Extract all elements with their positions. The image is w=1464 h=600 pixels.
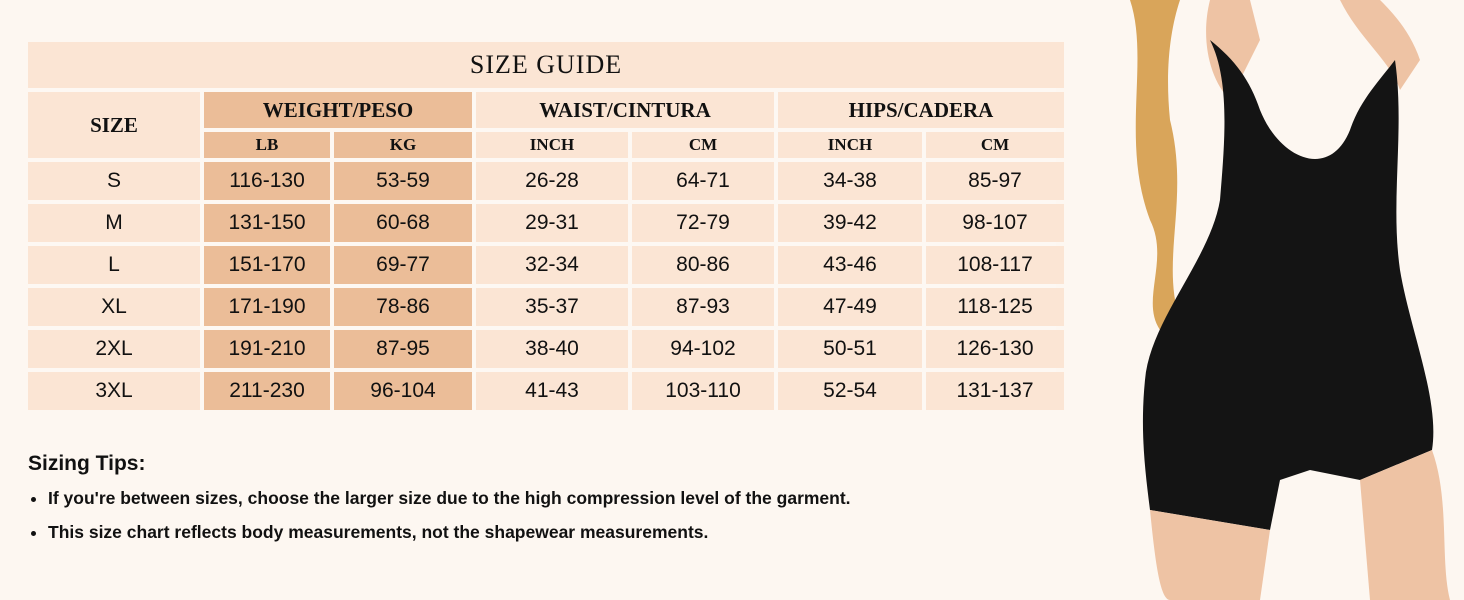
table-cell: 103-110: [632, 372, 774, 410]
table-cell: 171-190: [204, 288, 330, 326]
skin-arms: [1206, 0, 1420, 100]
table-cell: 211-230: [204, 372, 330, 410]
table-cell: 87-93: [632, 288, 774, 326]
table-cell: 131-137: [926, 372, 1064, 410]
subheader-waist-inch: INCH: [476, 132, 628, 158]
table-cell: 26-28: [476, 162, 628, 200]
table-cell: 85-97: [926, 162, 1064, 200]
hips-header: HIPS/CADERA: [778, 92, 1064, 128]
table-cell: 38-40: [476, 330, 628, 368]
table-cell: 96-104: [334, 372, 472, 410]
hair: [1130, 0, 1180, 330]
table-cell: 64-71: [632, 162, 774, 200]
size-label: M: [28, 204, 200, 242]
tips-title: Sizing Tips:: [28, 452, 146, 475]
table-cell: 53-59: [334, 162, 472, 200]
table-cell: 41-43: [476, 372, 628, 410]
size-label: 3XL: [28, 372, 200, 410]
table-cell: 35-37: [476, 288, 628, 326]
table-cell: 191-210: [204, 330, 330, 368]
subheader-kg: KG: [334, 132, 472, 158]
table-cell: 43-46: [778, 246, 922, 284]
table-cell: 108-117: [926, 246, 1064, 284]
table-cell: 87-95: [334, 330, 472, 368]
table-cell: 94-102: [632, 330, 774, 368]
legs: [1150, 450, 1450, 600]
table-cell: 69-77: [334, 246, 472, 284]
sizing-tips: Sizing Tips: If you're between sizes, ch…: [28, 452, 851, 556]
size-guide-table: SIZE GUIDE SIZE WEIGHT/PESO WAIST/CINTUR…: [28, 42, 1064, 410]
table-cell: 98-107: [926, 204, 1064, 242]
table-cell: 151-170: [204, 246, 330, 284]
table-cell: 50-51: [778, 330, 922, 368]
table-cell: 118-125: [926, 288, 1064, 326]
subheader-waist-cm: CM: [632, 132, 774, 158]
table-cell: 126-130: [926, 330, 1064, 368]
table-cell: 32-34: [476, 246, 628, 284]
bodysuit: [1142, 40, 1434, 530]
table-cell: 47-49: [778, 288, 922, 326]
size-label: L: [28, 246, 200, 284]
table-cell: 131-150: [204, 204, 330, 242]
size-label: 2XL: [28, 330, 200, 368]
table-cell: 60-68: [334, 204, 472, 242]
table-cell: 72-79: [632, 204, 774, 242]
waist-header: WAIST/CINTURA: [476, 92, 774, 128]
size-label: S: [28, 162, 200, 200]
subheader-hips-inch: INCH: [778, 132, 922, 158]
table-cell: 80-86: [632, 246, 774, 284]
size-label: XL: [28, 288, 200, 326]
table-cell: 34-38: [778, 162, 922, 200]
table-cell: 116-130: [204, 162, 330, 200]
table-cell: 52-54: [778, 372, 922, 410]
subheader-lb: LB: [204, 132, 330, 158]
weight-header: WEIGHT/PESO: [204, 92, 472, 128]
table-title: SIZE GUIDE: [28, 42, 1064, 88]
table-cell: 78-86: [334, 288, 472, 326]
size-header: SIZE: [28, 92, 200, 158]
tip-item: This size chart reflects body measuremen…: [48, 522, 851, 543]
table-cell: 29-31: [476, 204, 628, 242]
table-cell: 39-42: [778, 204, 922, 242]
tip-item: If you're between sizes, choose the larg…: [48, 488, 851, 509]
subheader-hips-cm: CM: [926, 132, 1064, 158]
model-photo: [1130, 0, 1450, 600]
